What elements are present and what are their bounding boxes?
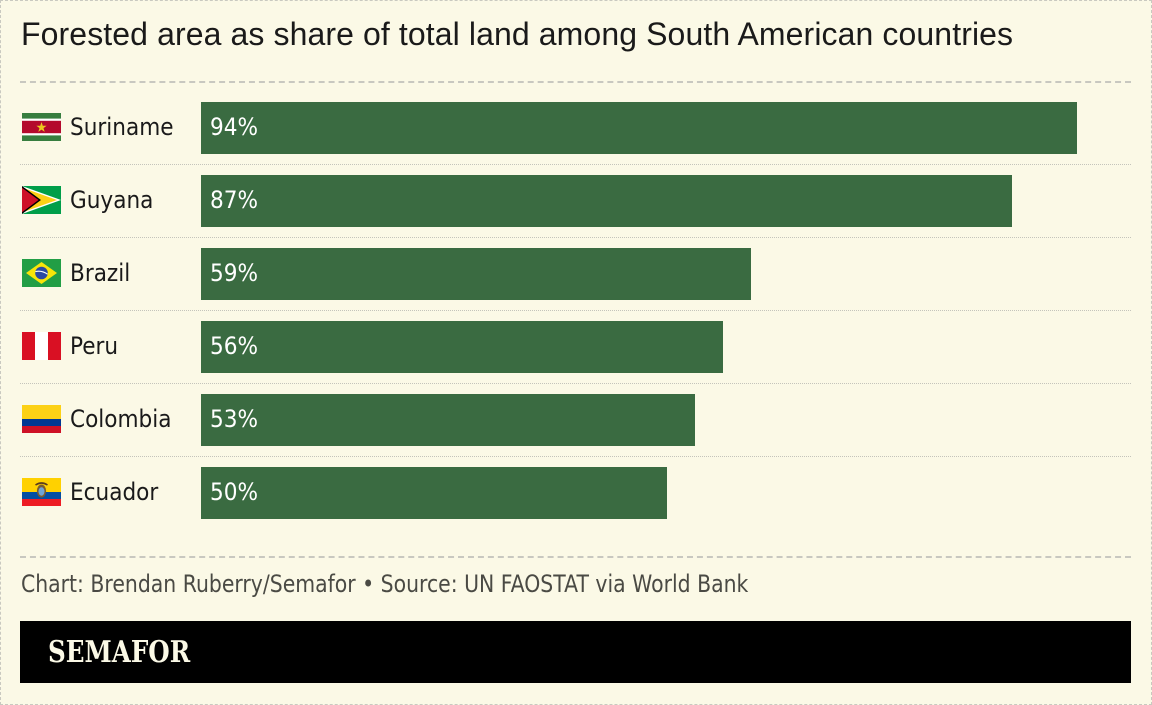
data-label: 53% [210,405,259,433]
bar-brazil [201,248,751,300]
semafor-logo: SEMAFOR [48,635,191,670]
suriname-flag-icon [22,113,61,141]
bar-guyana [201,175,1012,227]
category-label: Colombia [70,405,172,433]
category-label: Brazil [70,259,131,287]
row-separator [20,456,1131,457]
bar-ecuador [201,467,667,519]
category-label: Suriname [70,113,174,141]
row-separator [20,164,1131,165]
guyana-flag-icon [22,186,61,214]
data-label: 50% [210,478,259,506]
data-label: 87% [210,186,259,214]
bar-peru [201,321,723,373]
chart-title: Forested area as share of total land amo… [21,16,1014,52]
category-label: Ecuador [70,478,159,506]
bar-colombia [201,394,695,446]
top-divider [20,81,1131,83]
data-label: 59% [210,259,259,287]
brazil-flag-icon [22,259,61,287]
row-separator [20,237,1131,238]
row-separator [20,310,1131,311]
data-label: 94% [210,113,259,141]
bottom-divider [20,556,1131,558]
brand-footer: SEMAFOR [20,621,1131,683]
row-separator [20,383,1131,384]
peru-flag-icon [22,332,61,360]
ecuador-flag-icon [22,478,61,506]
data-label: 56% [210,332,259,360]
category-label: Peru [70,332,119,360]
source-credit: Chart: Brendan Ruberry/Semafor • Source:… [21,570,749,598]
category-label: Guyana [70,186,154,214]
bar-suriname [201,102,1078,154]
colombia-flag-icon [22,405,61,433]
